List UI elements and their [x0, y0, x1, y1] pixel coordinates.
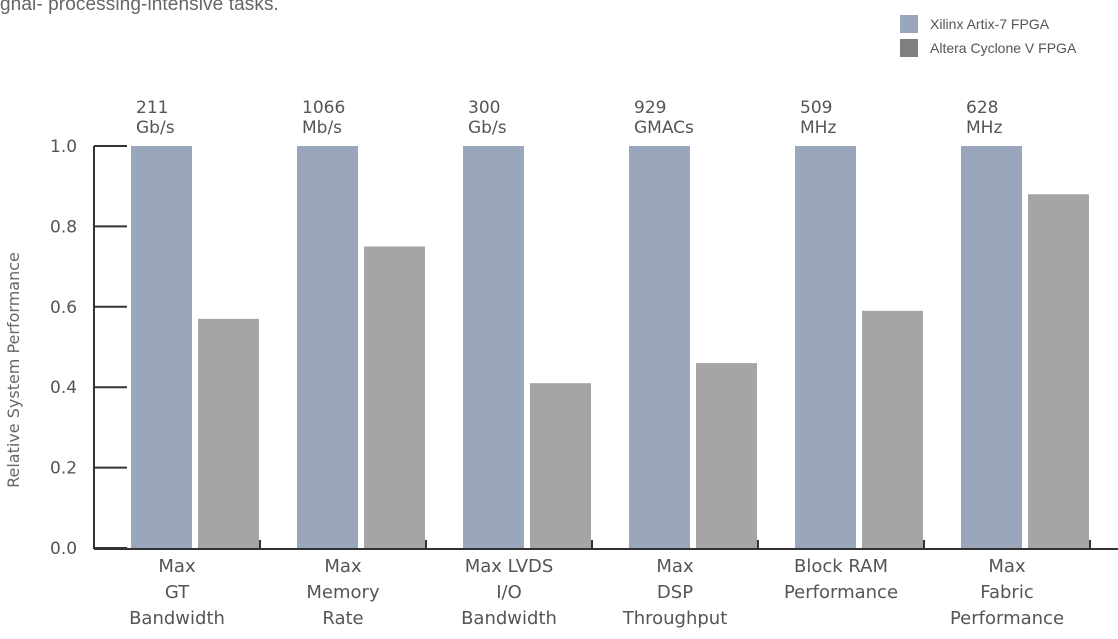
y-tick-label: 0.8 [50, 217, 77, 237]
chart-axes [93, 145, 1118, 550]
intro-text: gnal- processing-intensive tasks. [0, 0, 279, 15]
bar-value-label: MHz [800, 118, 836, 138]
bar-xilinx [131, 146, 192, 548]
chart-bars [131, 146, 1089, 549]
x-category-label: Bandwidth [129, 608, 225, 629]
bar-value-label: 929 [634, 98, 666, 118]
bar-value-label: Gb/s [468, 118, 507, 138]
x-category-label: Max [158, 556, 196, 577]
bar-altera [198, 318, 259, 548]
y-axis-label: Relative System Performance [4, 252, 23, 488]
legend-swatch-xilinx [900, 15, 918, 33]
bar-value-label: Gb/s [136, 118, 175, 138]
x-category-label: Max LVDS [465, 556, 554, 577]
legend-label-xilinx: Xilinx Artix-7 FPGA [930, 16, 1050, 32]
x-category-label: Max [656, 556, 694, 577]
y-tick-label: 0.0 [50, 539, 77, 559]
legend-swatch-altera [900, 39, 918, 57]
x-category-label: Throughput [622, 608, 728, 629]
x-category-label: Bandwidth [461, 608, 557, 629]
bar-xilinx [463, 146, 524, 548]
bar-value-label: 211 [136, 98, 168, 118]
legend-item-xilinx: Xilinx Artix-7 FPGA [900, 12, 1076, 36]
bar-value-label: GMACs [634, 118, 694, 138]
bar-altera [1028, 194, 1089, 549]
bar-xilinx [961, 146, 1022, 548]
x-category-label: Performance [950, 608, 1064, 629]
x-category-label: Rate [322, 608, 363, 629]
bar-altera [696, 363, 757, 548]
bar-xilinx [297, 146, 358, 548]
bar-xilinx [629, 146, 690, 548]
bar-altera [862, 310, 923, 548]
bar-value-label: 300 [468, 98, 500, 118]
y-tick-label: 0.4 [50, 378, 77, 398]
chart-labels: 0.00.20.40.60.81.0211Gb/sMaxGTBandwidth1… [50, 98, 1064, 629]
bar-value-label: MHz [966, 118, 1002, 138]
bar-value-label: Mb/s [302, 118, 342, 138]
x-category-label: Performance [784, 582, 898, 603]
bar-value-label: 509 [800, 98, 832, 118]
x-category-label: Fabric [980, 582, 1033, 603]
legend-label-altera: Altera Cyclone V FPGA [930, 40, 1077, 56]
bar-altera [364, 246, 425, 548]
bar-value-label: 1066 [302, 98, 345, 118]
x-category-label: Max [324, 556, 362, 577]
x-category-label: Block RAM [794, 556, 888, 577]
x-category-label: GT [165, 582, 190, 603]
x-category-label: Max [988, 556, 1026, 577]
bar-value-label: 628 [966, 98, 998, 118]
x-category-label: DSP [657, 582, 693, 603]
x-category-label: I/O [496, 582, 522, 603]
y-tick-label: 1.0 [50, 137, 77, 157]
x-category-label: Memory [306, 582, 380, 603]
bar-altera [530, 383, 591, 548]
y-tick-label: 0.2 [50, 459, 77, 479]
chart-legend: Xilinx Artix-7 FPGA Altera Cyclone V FPG… [900, 12, 1076, 60]
bar-xilinx [795, 146, 856, 548]
legend-item-altera: Altera Cyclone V FPGA [900, 36, 1076, 60]
y-tick-label: 0.6 [50, 298, 77, 318]
